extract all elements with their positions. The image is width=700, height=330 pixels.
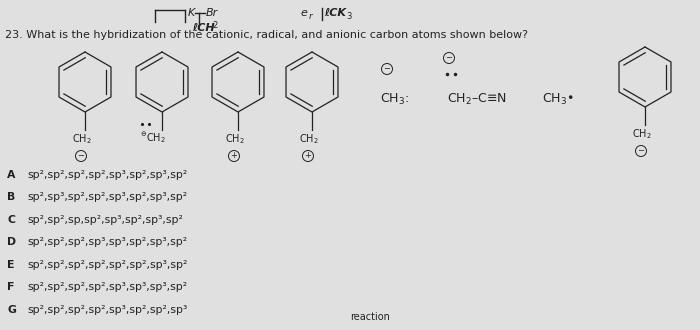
- Text: CH$_2$: CH$_2$: [225, 132, 245, 146]
- Text: sp²,sp²,sp²,sp²,sp³,sp³,sp³,sp²: sp²,sp²,sp²,sp²,sp³,sp³,sp³,sp²: [27, 282, 188, 292]
- Text: −: −: [638, 147, 645, 155]
- Text: sp²,sp²,sp²,sp²,sp³,sp²,sp²,sp³: sp²,sp²,sp²,sp²,sp³,sp²,sp²,sp³: [27, 305, 188, 314]
- Text: ℓCK: ℓCK: [324, 8, 346, 18]
- Text: reaction: reaction: [350, 312, 390, 322]
- Text: E: E: [7, 260, 15, 270]
- Text: r: r: [309, 12, 313, 21]
- Text: Br: Br: [206, 8, 218, 18]
- Text: e: e: [300, 8, 307, 18]
- Text: B: B: [7, 192, 15, 202]
- Text: −: −: [78, 151, 85, 160]
- Text: −: −: [384, 64, 391, 74]
- Text: CH$_2$: CH$_2$: [632, 127, 652, 141]
- Text: −: −: [445, 53, 452, 62]
- Text: F: F: [7, 282, 15, 292]
- Text: 23. What is the hybridization of the cationic, radical, and anionic carbon atoms: 23. What is the hybridization of the cat…: [5, 30, 528, 40]
- Text: K: K: [188, 8, 195, 18]
- Text: 2: 2: [212, 21, 217, 30]
- Text: A: A: [7, 170, 15, 180]
- Text: CH$_2$–C≡N: CH$_2$–C≡N: [447, 92, 507, 107]
- Text: 3: 3: [346, 12, 351, 21]
- Text: sp²,sp²,sp²,sp³,sp³,sp²,sp³,sp²: sp²,sp²,sp²,sp³,sp³,sp²,sp³,sp²: [27, 237, 188, 247]
- Text: G: G: [7, 305, 16, 314]
- Text: sp²,sp³,sp²,sp²,sp³,sp²,sp³,sp²: sp²,sp³,sp²,sp²,sp³,sp²,sp³,sp²: [27, 192, 188, 202]
- Text: +: +: [230, 151, 237, 160]
- Text: sp²,sp²,sp,sp²,sp³,sp²,sp³,sp²: sp²,sp²,sp,sp²,sp³,sp²,sp³,sp²: [27, 215, 183, 225]
- Text: CH$_3$:: CH$_3$:: [380, 92, 409, 107]
- Text: +: +: [304, 151, 312, 160]
- Text: sp²,sp²,sp²,sp²,sp³,sp²,sp³,sp²: sp²,sp²,sp²,sp²,sp³,sp²,sp³,sp²: [27, 170, 188, 180]
- Text: sp²,sp²,sp²,sp²,sp²,sp²,sp³,sp²: sp²,sp²,sp²,sp²,sp²,sp²,sp³,sp²: [27, 260, 188, 270]
- Text: ℓCH: ℓCH: [192, 23, 215, 33]
- Text: C: C: [7, 215, 15, 225]
- Text: CH$_2$: CH$_2$: [72, 132, 92, 146]
- Text: $^{\ominus}$CH$_2$: $^{\ominus}$CH$_2$: [140, 130, 166, 145]
- Text: CH$_2$: CH$_2$: [299, 132, 318, 146]
- Text: D: D: [7, 237, 16, 247]
- Text: CH$_3$•: CH$_3$•: [542, 92, 574, 107]
